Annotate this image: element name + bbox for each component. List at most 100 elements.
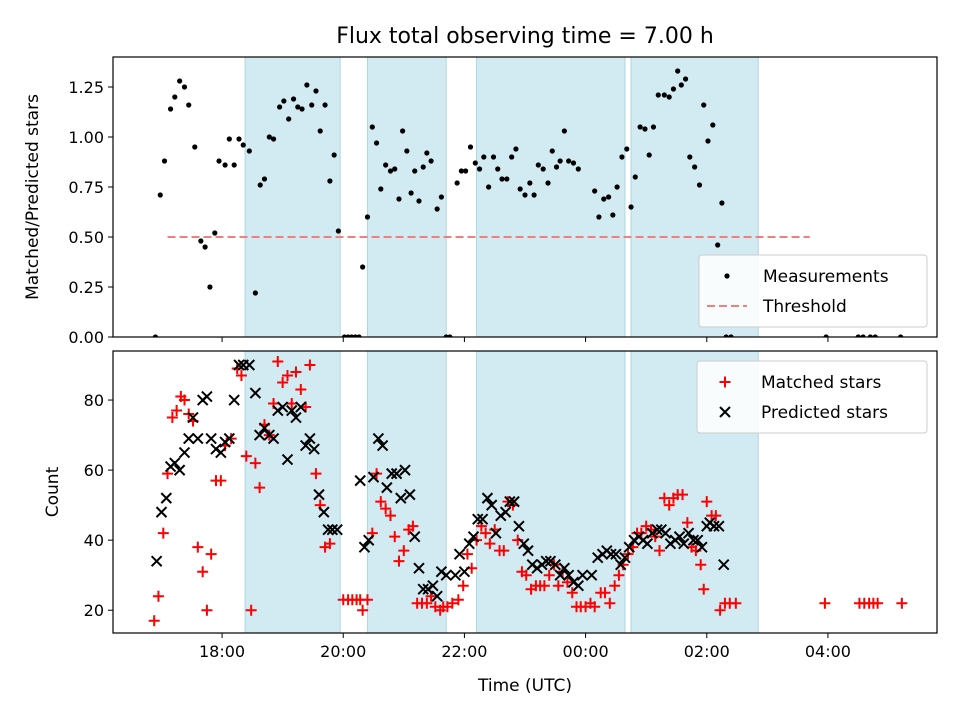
data-point	[157, 527, 169, 539]
data-point	[392, 166, 398, 172]
data-point	[898, 334, 904, 337]
y-tick-label: 1.00	[68, 128, 104, 147]
data-point	[678, 537, 690, 550]
data-point	[472, 513, 484, 525]
data-point	[236, 136, 242, 142]
data-point	[673, 530, 686, 543]
data-point	[691, 534, 704, 546]
data-point	[540, 555, 552, 567]
data-point	[458, 565, 471, 578]
data-point	[375, 496, 387, 508]
data-point	[513, 520, 525, 532]
data-point	[428, 158, 434, 164]
data-point	[576, 569, 589, 581]
data-point	[327, 178, 333, 184]
data-point	[476, 166, 483, 172]
data-point	[223, 432, 236, 445]
data-point	[632, 174, 638, 180]
data-point	[246, 148, 252, 154]
data-point	[606, 194, 612, 200]
data-point	[235, 370, 247, 382]
data-point	[187, 411, 199, 424]
data-point	[399, 464, 411, 476]
data-point	[566, 158, 572, 164]
shaded-interval	[244, 350, 341, 634]
data-point	[400, 128, 406, 134]
data-point	[267, 432, 280, 445]
chart-title: Flux total observing time = 7.00 h	[336, 24, 714, 49]
data-point	[408, 190, 414, 196]
data-point	[367, 471, 380, 483]
data-point	[295, 104, 301, 110]
shaded-interval	[476, 56, 626, 338]
data-point	[535, 162, 541, 168]
data-point	[240, 450, 252, 462]
axes-frame	[112, 350, 938, 634]
data-point	[249, 387, 262, 399]
data-point	[412, 168, 418, 174]
data-point	[585, 569, 598, 581]
data-point	[167, 106, 174, 112]
legend-label: Predicted stars	[761, 403, 888, 423]
data-point	[357, 604, 369, 616]
data-point	[197, 566, 209, 578]
data-point	[687, 154, 693, 160]
data-point	[277, 104, 283, 110]
plot-area	[148, 356, 908, 627]
data-point	[295, 384, 307, 396]
data-point	[201, 604, 213, 616]
y-tick-label: 80	[84, 391, 104, 410]
data-point	[233, 359, 245, 371]
data-point	[198, 238, 204, 244]
data-point	[701, 102, 707, 108]
data-point	[614, 184, 620, 190]
y-tick-label: 40	[84, 531, 104, 550]
data-point	[490, 527, 502, 539]
data-point	[407, 520, 419, 532]
data-point	[481, 492, 494, 504]
data-point	[677, 489, 689, 501]
series-measurements	[152, 68, 904, 337]
data-point	[562, 569, 575, 581]
data-point	[389, 531, 401, 543]
data-point	[499, 176, 505, 182]
data-point	[601, 196, 607, 202]
data-point	[417, 583, 429, 595]
data-point	[463, 168, 469, 174]
data-point	[393, 555, 405, 567]
data-point	[484, 538, 496, 550]
x-tick-label: 02:00	[684, 642, 730, 661]
data-point	[452, 594, 464, 606]
data-point	[173, 464, 186, 476]
axes-frame	[112, 56, 938, 338]
data-point	[545, 180, 551, 186]
data-point	[605, 548, 617, 560]
data-point	[258, 422, 271, 434]
series-matched-stars	[148, 356, 908, 627]
data-point	[207, 284, 213, 290]
data-point	[855, 334, 861, 337]
data-point	[152, 334, 159, 337]
data-point	[276, 401, 289, 413]
data-point	[434, 206, 440, 212]
data-point	[504, 495, 516, 508]
x-tick-label: 22:00	[441, 642, 487, 661]
data-point	[823, 334, 829, 337]
data-point	[304, 359, 316, 371]
data-point	[637, 124, 643, 130]
data-point	[152, 590, 164, 602]
data-point	[554, 569, 566, 581]
data-point	[438, 194, 444, 200]
data-point	[385, 467, 398, 480]
data-point	[416, 198, 422, 204]
data-point	[270, 136, 277, 142]
data-point	[324, 538, 336, 550]
legend-box	[696, 360, 928, 434]
y-tick-label: 0.50	[68, 228, 104, 247]
legend-label: Threshold	[762, 297, 847, 317]
y-tick-label: 20	[84, 601, 104, 620]
panels: 0.00 0.25 0.50 0.75 1.00 1.25 Matched/Predicte…	[23, 56, 938, 661]
data-point	[592, 188, 598, 194]
data-point	[161, 158, 168, 164]
